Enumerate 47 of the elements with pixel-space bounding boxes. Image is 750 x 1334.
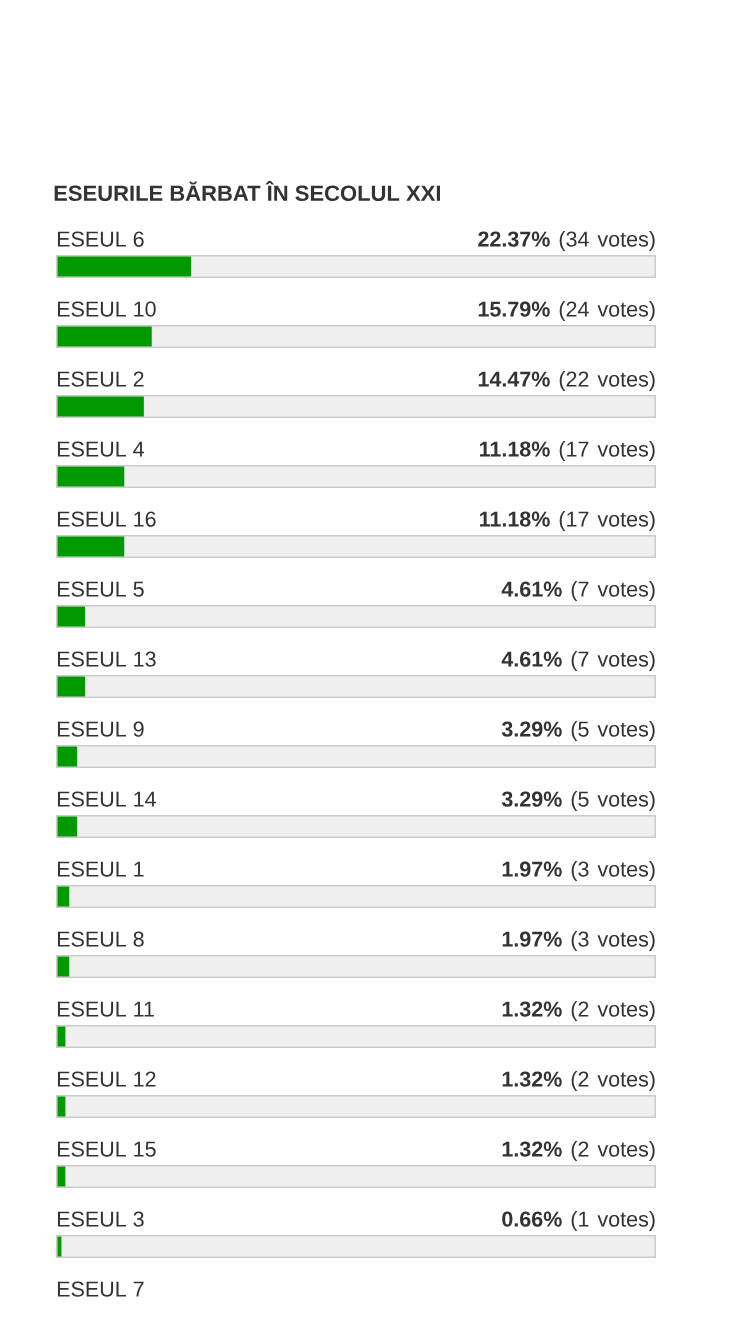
data-label: 22.37% (34 votes): [478, 230, 655, 251]
bar: [57, 326, 152, 347]
y-tick-label: ESEUL 12: [57, 1071, 156, 1087]
data-label: 1.32% (2 votes): [502, 1070, 655, 1091]
bar: [57, 1166, 66, 1187]
chart-title: ESEURILE BĂRBAT ÎN SECOLUL XXI: [54, 181, 440, 202]
data-label: 0.66% (1 votes): [502, 1210, 655, 1231]
data-label: 1.97% (3 votes): [502, 930, 655, 951]
bar: [57, 256, 192, 277]
y-tick-label: ESEUL 10: [57, 301, 156, 317]
y-tick-label: ESEUL 14: [57, 791, 156, 807]
data-label: 11.18% (17 votes): [479, 440, 655, 461]
data-label: 11.18% (17 votes): [479, 510, 655, 531]
bar: [57, 746, 78, 767]
bar: [57, 606, 86, 627]
y-tick-label: ESEUL 1: [57, 861, 144, 877]
bar: [57, 1236, 62, 1257]
data-label: 1.32% (2 votes): [502, 1000, 655, 1021]
data-label: 4.61% (7 votes): [501, 580, 655, 601]
y-tick-label: ESEUL 11: [57, 1001, 154, 1017]
bar: [57, 536, 125, 557]
y-tick-label: ESEUL 2: [57, 371, 144, 387]
bar: [57, 1026, 66, 1047]
y-tick-label: ESEUL 8: [57, 931, 144, 947]
bar: [57, 886, 70, 907]
y-tick-label: ESEUL 3: [57, 1211, 144, 1227]
y-tick-label: ESEUL 13: [57, 651, 156, 667]
data-label: 15.79% (24 votes): [478, 300, 655, 321]
y-tick-label: ESEUL 9: [57, 721, 144, 737]
y-tick-label: ESEUL 4: [57, 441, 144, 457]
bar: [57, 396, 144, 417]
bar: [57, 1096, 66, 1117]
bar: [57, 466, 125, 487]
data-label: 1.97% (3 votes): [502, 860, 655, 881]
y-tick-label: ESEUL 6: [57, 231, 144, 247]
data-label: 3.29% (5 votes): [501, 790, 655, 811]
bar: [57, 956, 70, 977]
bar: [57, 816, 78, 837]
data-label: 4.61% (7 votes): [501, 650, 655, 671]
y-tick-label: ESEUL 7: [57, 1281, 144, 1297]
y-tick-label: ESEUL 15: [57, 1141, 156, 1157]
data-label: 14.47% (22 votes): [478, 370, 655, 391]
bar: [57, 676, 86, 697]
data-label: 3.29% (5 votes): [501, 720, 655, 741]
y-tick-label: ESEUL 5: [57, 581, 144, 597]
data-label: 1.32% (2 votes): [502, 1140, 655, 1161]
y-tick-label: ESEUL 16: [57, 511, 156, 527]
